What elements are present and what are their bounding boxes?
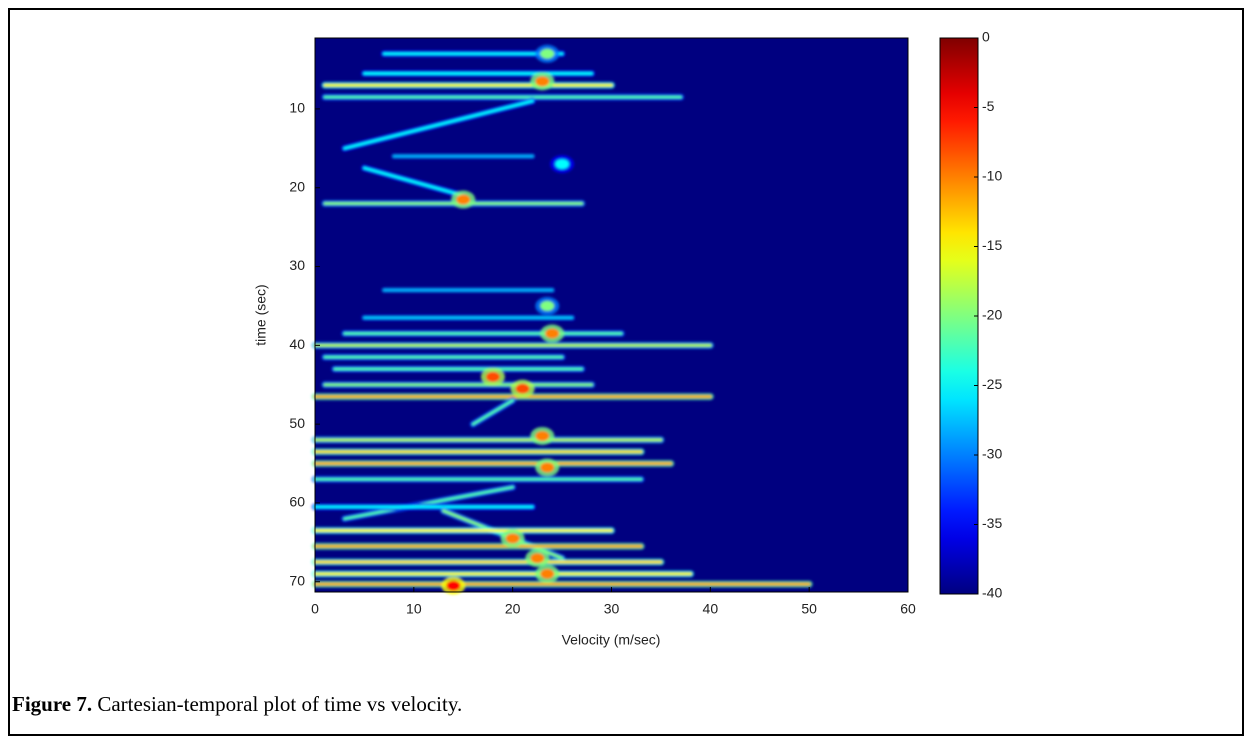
y-tick-label: 30 — [289, 257, 305, 273]
blob — [535, 430, 550, 441]
blob — [485, 371, 500, 382]
y-tick-label: 10 — [289, 100, 305, 116]
y-axis-label: time (sec) — [253, 284, 269, 345]
y-tick-label: 50 — [289, 415, 305, 431]
x-tick-label: 40 — [703, 601, 719, 617]
blob — [456, 194, 471, 205]
x-tick-label: 10 — [406, 601, 422, 617]
colorbar — [939, 37, 979, 595]
blob — [535, 76, 550, 87]
chart: Velocity (m/sec) time (sec) 0 10 20 30 40 50 6… — [253, 29, 1003, 648]
colorbar-tick-label: -30 — [982, 446, 1002, 462]
streak — [471, 399, 515, 426]
x-axis-label: Velocity (m/sec) — [562, 632, 661, 648]
x-tick-label: 0 — [311, 601, 319, 617]
y-tick-label: 60 — [289, 494, 305, 510]
y-tick-label: 70 — [289, 572, 305, 588]
blob — [540, 300, 555, 311]
blob — [505, 533, 520, 544]
x-tick-label: 20 — [505, 601, 521, 617]
blob — [530, 553, 545, 564]
colorbar-tick-label: -25 — [982, 376, 1002, 392]
colorbar-tick-label: -20 — [982, 307, 1002, 323]
streak — [362, 166, 465, 198]
streak — [343, 485, 515, 521]
blob — [515, 383, 530, 394]
x-tick-label: 50 — [801, 601, 817, 617]
caption: Figure 7. Cartesian-temporal plot of tim… — [12, 692, 462, 717]
heatmap-features — [311, 44, 813, 595]
caption-text: Cartesian-temporal plot of time vs veloc… — [97, 692, 463, 716]
figure-frame — [8, 8, 1244, 736]
x-tick-label: 30 — [604, 601, 620, 617]
colorbar-tick-label: -35 — [982, 515, 1002, 531]
y-tick-label: 40 — [289, 336, 305, 352]
blob — [540, 568, 555, 579]
streak — [343, 99, 534, 150]
colorbar-tick-label: -10 — [982, 168, 1002, 184]
colorbar-tick-label: -40 — [982, 585, 1002, 601]
colorbar-tick-label: -15 — [982, 237, 1002, 253]
y-tick-label: 20 — [289, 178, 305, 194]
colorbar-tick-label: -5 — [982, 98, 995, 114]
blob — [545, 328, 560, 339]
caption-label: Figure 7. — [12, 692, 93, 716]
colorbar-tick-label: 0 — [982, 29, 990, 45]
blob — [540, 462, 555, 473]
blob — [540, 48, 555, 59]
blob — [446, 580, 461, 591]
blob — [555, 159, 570, 170]
x-tick-label: 60 — [900, 601, 916, 617]
